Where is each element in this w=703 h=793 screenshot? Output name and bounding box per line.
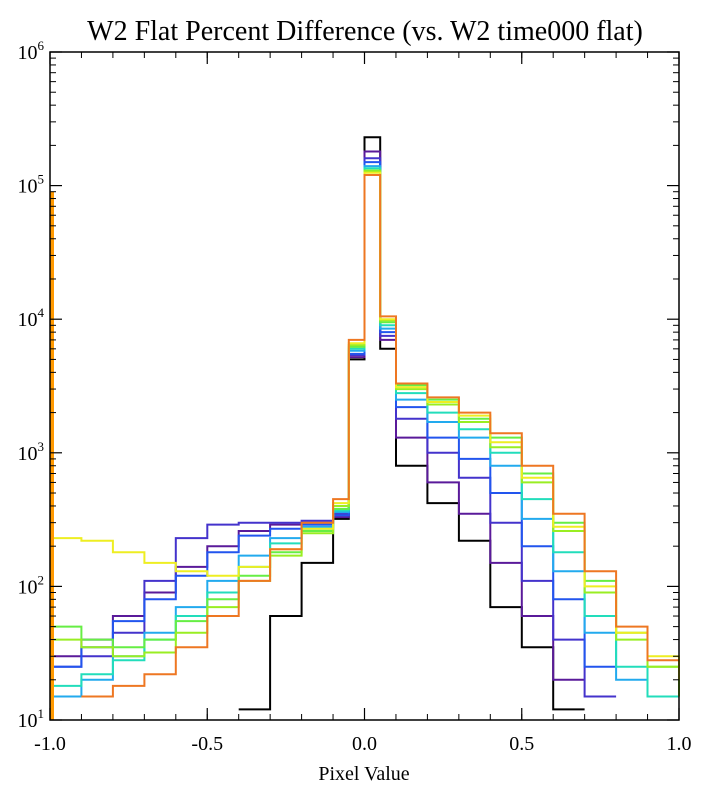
series-line-1 — [238, 136, 585, 711]
x-axis-ticks: -1.0 -0.5 0.0 0.5 1.0 — [34, 52, 692, 755]
y-tick-label: 101 — [18, 706, 45, 732]
x-tick-label: 0.5 — [509, 733, 534, 755]
x-tick-label: -1.0 — [34, 733, 66, 755]
y-tick-label: 106 — [18, 38, 45, 64]
x-tick-label: 0.0 — [352, 733, 377, 755]
series-line-10 — [81, 174, 679, 698]
y-tick-label: 103 — [18, 439, 45, 465]
y-tick-label: 105 — [18, 172, 45, 198]
series-line-2 — [50, 150, 585, 681]
y-axis-ticks: 101 102 103 104 105 106 — [18, 38, 679, 732]
series-line-9 — [50, 171, 680, 680]
chart-title: W2 Flat Percent Difference (vs. W2 time0… — [87, 16, 643, 47]
y-tick-label: 104 — [18, 305, 45, 331]
x-tick-label: 1.0 — [667, 733, 692, 755]
series-line-8 — [50, 170, 680, 697]
x-axis-label: Pixel Value — [318, 763, 409, 785]
series-layer — [50, 136, 680, 720]
series-line-5 — [50, 165, 648, 698]
series-line-4 — [50, 161, 617, 668]
y-tick-label: 102 — [18, 572, 45, 598]
x-tick-label: -0.5 — [191, 733, 223, 755]
